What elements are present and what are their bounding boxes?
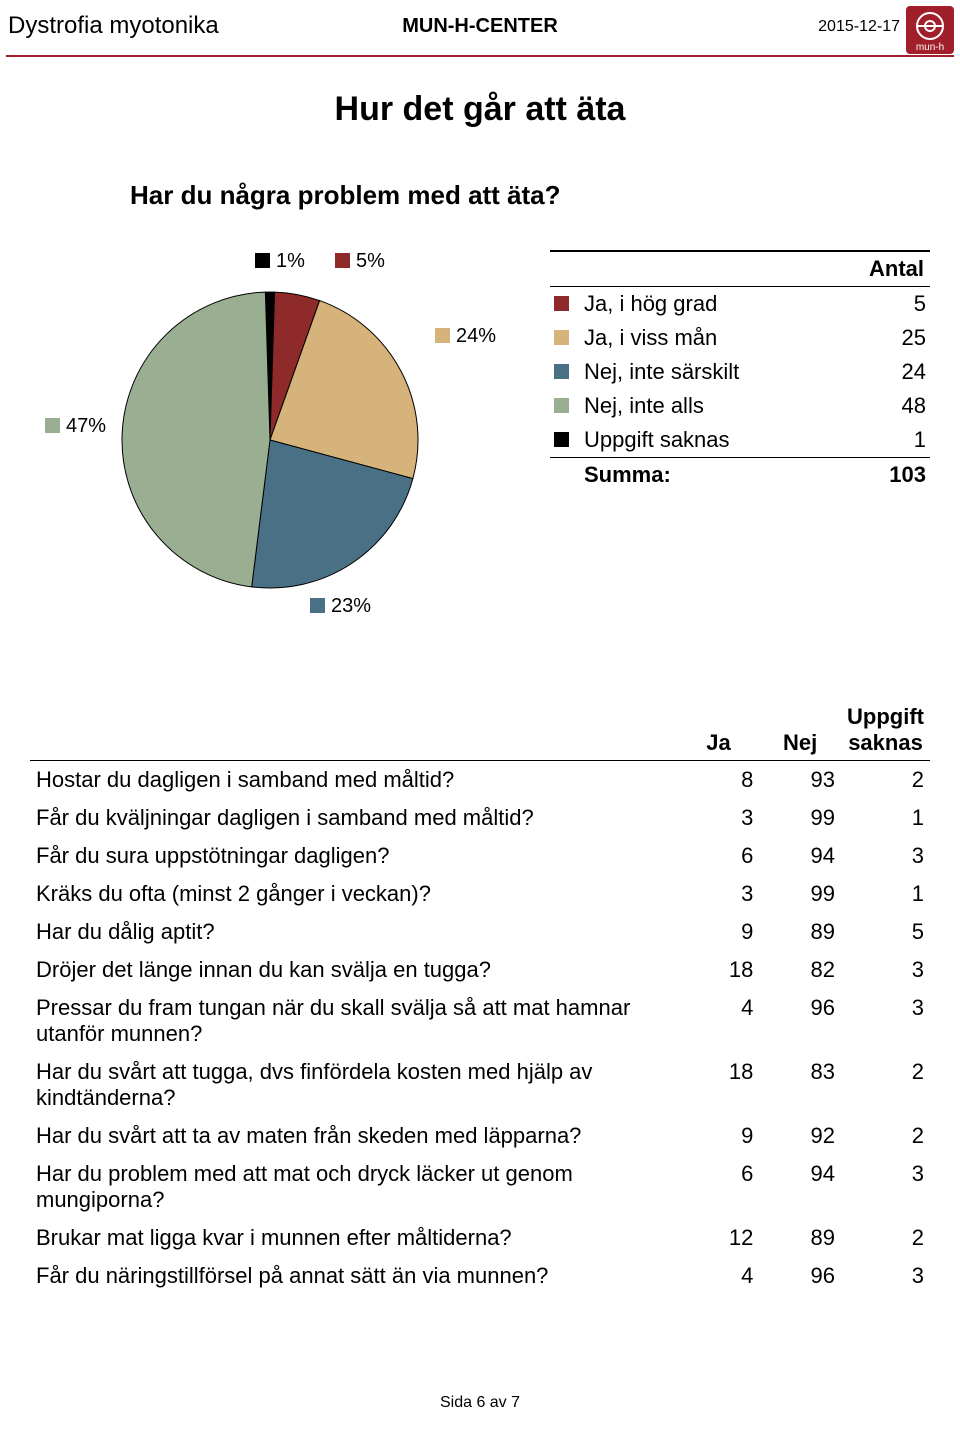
pie-label: 47%	[45, 415, 106, 438]
pie-label: 23%	[310, 595, 371, 618]
table-row: Brukar mat ligga kvar i munnen efter mål…	[30, 1219, 930, 1257]
table-row: Hostar du dagligen i samband med måltid?…	[30, 761, 930, 800]
question-table: Ja Nej Uppgiftsaknas Hostar du dagligen …	[30, 700, 930, 1295]
page-footer: Sida 6 av 7	[0, 1394, 960, 1412]
table-row: Har du svårt att ta av maten från skeden…	[30, 1117, 930, 1155]
header-rule	[6, 55, 954, 57]
page-header: Dystrofia myotonika MUN-H-CENTER 2015-12…	[0, 0, 960, 50]
header-center: MUN-H-CENTER	[402, 15, 558, 38]
table-row: Dröjer det länge innan du kan svälja en …	[30, 951, 930, 989]
pie-label: 24%	[435, 325, 496, 348]
page-subtitle: Har du några problem med att äta?	[130, 180, 561, 211]
page-title: Hur det går att äta	[0, 90, 960, 129]
table-row: Har du dålig aptit?9895	[30, 913, 930, 951]
table-row: Har du svårt att tugga, dvs finfördela k…	[30, 1053, 930, 1117]
header-left: Dystrofia myotonika	[8, 12, 219, 40]
pie-label: 1%	[255, 250, 305, 273]
table-row: Pressar du fram tungan när du skall sväl…	[30, 989, 930, 1053]
legend-sum-label: Summa:	[580, 458, 862, 493]
qt-head-ja: Ja	[678, 700, 760, 761]
legend-row: Uppgift saknas1	[550, 423, 930, 458]
pie-label: 5%	[335, 250, 385, 273]
table-row: Får du näringstillförsel på annat sätt ä…	[30, 1257, 930, 1295]
legend-row: Nej, inte särskilt24	[550, 355, 930, 389]
table-row: Får du sura uppstötningar dagligen?6943	[30, 837, 930, 875]
legend-sum-value: 103	[862, 458, 930, 493]
legend-row: Nej, inte alls48	[550, 389, 930, 423]
qt-head-q	[30, 700, 678, 761]
legend-row: Ja, i viss mån25	[550, 321, 930, 355]
qt-head-us: Uppgiftsaknas	[841, 700, 930, 761]
logo-text: mun-h	[916, 42, 944, 53]
table-row: Får du kväljningar dagligen i samband me…	[30, 799, 930, 837]
header-date: 2015-12-17	[818, 18, 900, 36]
qt-head-nej: Nej	[759, 700, 841, 761]
legend-table: Antal Ja, i hög grad5Ja, i viss mån25Nej…	[550, 250, 930, 492]
table-row: Har du problem med att mat och dryck läc…	[30, 1155, 930, 1219]
legend-head: Antal	[862, 251, 930, 287]
pie-chart: 1%5%24%23%47%	[40, 250, 500, 610]
pie-slice	[122, 292, 270, 587]
table-row: Kräks du ofta (minst 2 gånger i veckan)?…	[30, 875, 930, 913]
logo-icon: mun-h	[906, 6, 954, 54]
legend-row: Ja, i hög grad5	[550, 287, 930, 322]
